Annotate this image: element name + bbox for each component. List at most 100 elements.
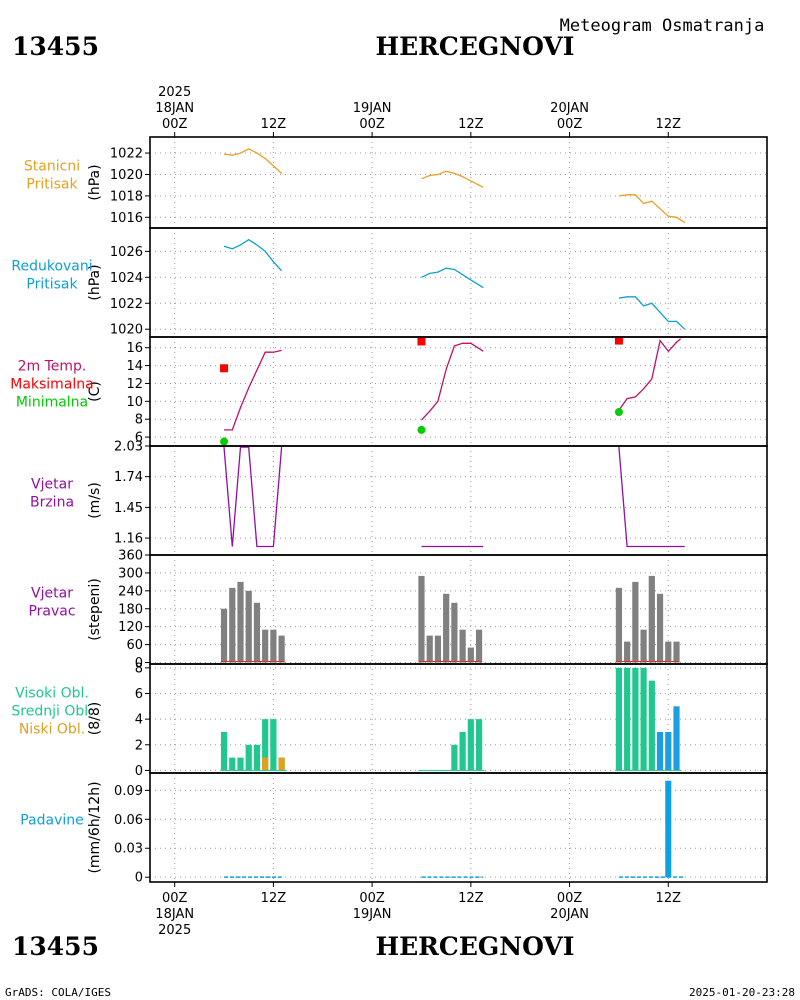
top-time-label: 2025 [158,85,191,100]
precipitation-ytick-label: 0 [135,871,143,886]
station-pressure-frame [149,136,768,229]
wind-speed-series-line [618,447,685,548]
top-time-label: 12Z [458,117,484,132]
cloud-high-bar [451,744,458,771]
wind-direction-ytick-label: 120 [118,620,143,635]
cloud-mid-bar [656,731,664,771]
wind-speed-ytick-label: 1.16 [114,532,143,547]
wind-direction-bar [220,608,228,663]
wind-direction-bar [253,602,261,663]
reduced-pressure-panel: 1020 1022 1024 1026 (hPa)Redukovani Pritisak [11,227,768,338]
wind-direction-side-label: Vjetar [31,586,73,602]
precipitation-side-label: Padavine [20,813,84,829]
subtitle: Meteogram Osmatranja [560,16,765,36]
cloud-high-bar [270,719,277,771]
temperature-ytick-label: 14 [126,359,143,374]
reduced-pressure-ylabel: (hPa) [87,264,103,300]
station-pressure-series-line [223,148,283,174]
chart-panels: 1016101810201022(hPa)StanicniPritisak102… [10,136,768,886]
station-pressure-ytick-label: 1018 [110,189,143,204]
temperature-side-label: Maksimalna [10,377,94,393]
cloud-high-bar [648,680,655,771]
top-time-label: 00Z [162,117,188,132]
wind-speed-ytick-label: 1.45 [114,501,143,516]
top-time-label: 00Z [557,117,583,132]
station-pressure-side-label: Pritisak [26,177,78,193]
top-time-label: 19JAN [353,101,392,116]
wind-direction-bar [475,629,483,663]
station-pressure-ytick-label: 1020 [110,168,143,183]
wind-direction-bar [665,641,672,663]
bottom-time-label: 00Z [359,891,385,906]
wind-direction-bar [615,587,623,663]
cloud-mid-bar [673,706,680,771]
temperature-series-line [224,349,282,431]
footer-credit: GrADS: COLA/IGES [5,986,111,999]
cloud-high-bar [245,744,252,771]
bottom-time-label: 12Z [656,891,682,906]
reduced-pressure-side-label: Redukovani [11,259,92,275]
wind-direction-bar [229,587,236,663]
precipitation-ytick-label: 0.03 [114,842,143,857]
reduced-pressure-ytick-label: 1020 [110,323,143,338]
clouds-ylabel: (8/8) [87,702,103,735]
wind-direction-bar [467,647,474,663]
station-name-top: HERCEGNOVI [375,32,574,61]
cloud-high-bar [624,667,631,771]
wind-speed-series-line [223,446,283,548]
temperature-panel: 6 8 10 12 14 16 (C)2m Temp. Maksimalna Minimalna [10,336,768,447]
cloud-high-bar [229,757,236,771]
bottom-time-label: 2025 [158,923,191,938]
clouds-side-label: Srednji Obl. [11,704,92,720]
reduced-pressure-side-label: Pritisak [26,277,78,293]
precipitation-panel: 0 0.03 0.06 0.09 (mm/6h/12h)Padavine [20,772,768,886]
wind-direction-ytick-label: 180 [118,602,143,617]
precipitation-bar [665,780,672,878]
reduced-pressure-ytick-label: 1026 [110,245,143,260]
wind-direction-ytick-label: 300 [118,566,143,581]
cloud-high-bar [475,719,483,771]
top-time-label: 12Z [261,117,287,132]
station-id-bottom: 13455 [12,932,99,961]
cloud-high-bar [262,719,269,771]
wind-direction-bar [262,629,269,663]
tmin-marker [220,437,229,446]
temperature-ytick-label: 10 [126,395,143,410]
precipitation-ytick-label: 0.06 [114,813,143,828]
wind-speed-ytick-label: 2.03 [114,440,143,455]
wind-direction-bar [656,593,664,663]
precipitation-ylabel: (mm/6h/12h) [87,781,103,873]
clouds-side-label: Niski Obl. [19,722,85,738]
wind-direction-ytick-label: 240 [118,584,143,599]
precipitation-frame [149,772,768,883]
tmin-marker [417,425,426,434]
station-pressure-series-line [421,170,484,188]
top-time-label: 20JAN [550,101,589,116]
wind-direction-bar [624,641,631,663]
station-pressure-ytick-label: 1016 [110,211,143,226]
tmax-marker [614,336,623,345]
temperature-frame [149,336,768,447]
precipitation-ytick-label: 0.09 [114,784,143,799]
station-pressure-ytick-label: 1022 [110,147,143,162]
temperature-ylabel: (C) [87,381,103,402]
cloud-high-bar [237,757,244,771]
wind-direction-bar [270,629,277,663]
temperature-ytick-label: 16 [126,341,143,356]
wind-speed-side-label: Vjetar [31,477,73,493]
temperature-ytick-label: 8 [135,413,143,428]
temperature-series-line [618,338,682,411]
wind-direction-bar [648,575,655,663]
wind-direction-ytick-label: 360 [118,549,143,564]
reduced-pressure-series-line [618,296,686,330]
tmin-marker [614,408,623,417]
wind-direction-panel: 0 60 120 180 240 300 360 (stepeni) Vjetar Pravac [28,549,768,671]
wind-direction-bar [443,593,450,663]
cloud-low-bar [278,757,285,771]
wind-direction-ytick-label: 60 [126,638,143,653]
cloud-high-bar [459,731,466,771]
wind-speed-panel: 1.16 1.45 1.74 2.03 (m/s) Vjetar Brzina [30,440,768,556]
bottom-time-label: 19JAN [353,907,392,922]
